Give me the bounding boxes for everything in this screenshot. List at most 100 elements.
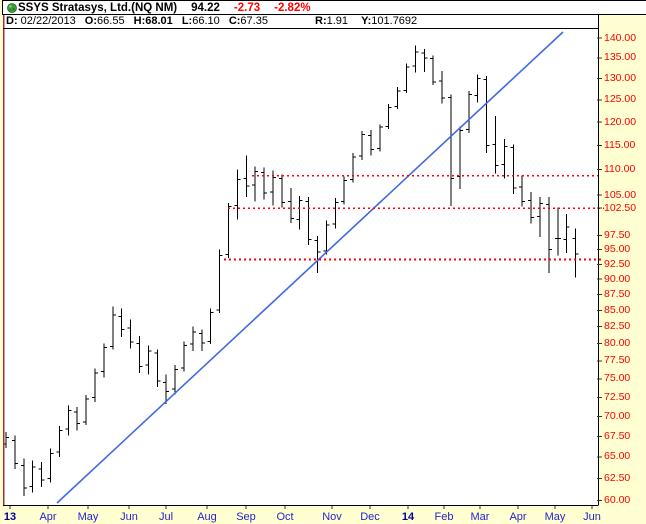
range-value: 1.91: [326, 15, 349, 27]
ohlc-bar[interactable]: [439, 70, 446, 104]
ohlc-bar[interactable]: [198, 329, 205, 352]
ohlc-bar[interactable]: [207, 308, 214, 345]
year-axis-label: 14: [401, 511, 415, 523]
open-label: O:: [84, 15, 98, 27]
ohlc-bar[interactable]: [341, 176, 348, 205]
ohlc-bar[interactable]: [287, 187, 294, 223]
ohlc-bar[interactable]: [38, 461, 45, 488]
ohlc-bar[interactable]: [483, 75, 490, 154]
ohlc-bar[interactable]: [189, 326, 196, 352]
ohlc-bar[interactable]: [359, 130, 365, 160]
ohlc-bar[interactable]: [474, 74, 481, 103]
price-axis-label: 102.50: [604, 201, 637, 214]
ohlc-bar[interactable]: [56, 425, 63, 457]
price-axis-label: 90.00: [604, 272, 631, 285]
high-label: H:: [133, 15, 146, 27]
month-axis-label: Oct: [276, 511, 294, 523]
ohlc-bar[interactable]: [510, 144, 517, 195]
ohlc-bar[interactable]: [136, 336, 143, 373]
ohlc-bar[interactable]: [492, 115, 499, 174]
price-axis-label: 125.00: [604, 93, 637, 106]
ohlc-bar[interactable]: [305, 197, 312, 246]
price-axis-label: 95.00: [604, 243, 631, 256]
price-axis-label: 65.00: [604, 450, 631, 463]
price-axis-label: 60.00: [604, 494, 631, 507]
ohlc-bar[interactable]: [20, 458, 27, 497]
ohlc-bar[interactable]: [296, 196, 303, 230]
ohlc-bar[interactable]: [537, 197, 543, 238]
range-readout: R:1.91 Y:101.7692: [315, 15, 417, 27]
month-axis-label: May: [77, 511, 99, 523]
y-cursor-value: 101.7692: [371, 15, 418, 27]
ohlc-bar[interactable]: [243, 155, 250, 198]
date-label: D:: [6, 15, 18, 27]
ohlc-bar[interactable]: [234, 169, 241, 220]
month-axis-label: Jul: [158, 511, 174, 523]
price-change-percent: -2.82%: [274, 1, 311, 14]
price-axis-label: 105.00: [604, 188, 637, 201]
price-axis-label: 80.00: [604, 337, 631, 350]
ohlc-bar[interactable]: [216, 249, 223, 314]
price-axis-label: 92.50: [604, 257, 631, 270]
ohlc-bar[interactable]: [74, 407, 81, 431]
ohlc-bar[interactable]: [367, 129, 374, 156]
ohlc-bar[interactable]: [314, 236, 321, 274]
ohlc-bar[interactable]: [332, 198, 339, 229]
price-axis-label: 77.50: [604, 354, 631, 367]
ohlc-bar[interactable]: [519, 175, 526, 207]
ohlc-bar[interactable]: [145, 345, 152, 375]
month-axis-label: Apr: [509, 511, 527, 523]
price-axis-label: 85.00: [604, 303, 631, 316]
ohlc-bar[interactable]: [394, 86, 401, 110]
ohlc-bar[interactable]: [412, 45, 419, 73]
ohlc-bar[interactable]: [29, 460, 36, 493]
ohlc-bar[interactable]: [403, 63, 410, 93]
ohlc-bar[interactable]: [430, 55, 437, 86]
ohlc-bar[interactable]: [545, 197, 552, 274]
ohlc-bar[interactable]: [225, 202, 232, 258]
price-axis-label: 62.50: [604, 471, 631, 484]
ohlc-bar[interactable]: [376, 124, 383, 152]
green-orb-app-icon[interactable]: [7, 3, 17, 13]
ohlc-bar[interactable]: [528, 191, 535, 224]
month-axis-label: Mar: [470, 511, 490, 523]
ohlc-bar[interactable]: [92, 368, 98, 402]
ohlc-bar[interactable]: [47, 448, 54, 483]
price-axis-label: 97.50: [604, 229, 631, 242]
ohlc-bar[interactable]: [127, 319, 134, 349]
ohlc-bar[interactable]: [252, 166, 259, 202]
ohlc-bar[interactable]: [350, 153, 357, 183]
ohlc-bar[interactable]: [421, 49, 428, 72]
ohlc-bar[interactable]: [572, 228, 579, 278]
ohlc-bar[interactable]: [554, 207, 561, 256]
price-axis-label: 87.50: [604, 288, 631, 301]
ohlc-bar[interactable]: [100, 343, 107, 378]
price-axis-label: 70.00: [604, 409, 631, 422]
ohlc-bar[interactable]: [163, 374, 170, 405]
ohlc-bar[interactable]: [448, 94, 454, 207]
ohlc-data-window: D: 02/22/2013 O:66.55 H:68.01 L:66.10 C:…: [4, 15, 598, 28]
ohlc-bar[interactable]: [261, 167, 268, 200]
ohlc-bar[interactable]: [563, 214, 570, 254]
ohlc-bar[interactable]: [323, 220, 330, 255]
ohlc-bar[interactable]: [65, 405, 72, 436]
ohlc-bar[interactable]: [278, 174, 285, 208]
close-value: 67.35: [240, 15, 268, 27]
month-axis-label: Dec: [360, 511, 380, 523]
ohlc-bar[interactable]: [465, 91, 472, 134]
month-axis-label: Aug: [197, 511, 217, 523]
ohlc-bar[interactable]: [501, 138, 508, 179]
ohlc-bar[interactable]: [456, 126, 463, 189]
ohlc-bar[interactable]: [172, 365, 179, 395]
ohlc-bar[interactable]: [385, 103, 392, 130]
ohlc-bar[interactable]: [118, 308, 125, 337]
ohlc-bar[interactable]: [83, 395, 90, 426]
price-change: -2.73: [233, 1, 261, 14]
ohlc-bar[interactable]: [181, 341, 187, 372]
ohlc-bar[interactable]: [11, 435, 18, 469]
ohlc-bar[interactable]: [154, 349, 161, 387]
year-axis-label: 13: [3, 511, 17, 523]
month-axis-label: Jun: [120, 511, 138, 523]
ohlc-bar[interactable]: [109, 306, 116, 350]
trendline[interactable]: [56, 31, 564, 504]
